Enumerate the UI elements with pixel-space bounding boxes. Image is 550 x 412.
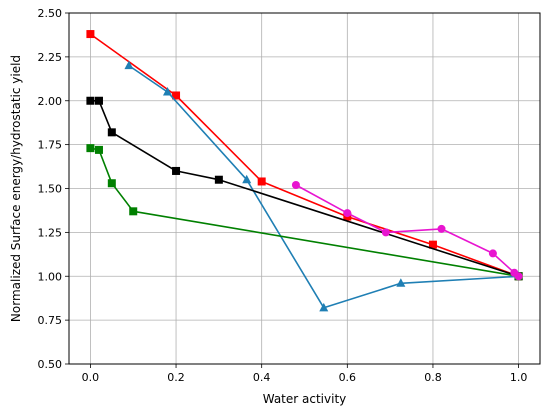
data-point bbox=[86, 144, 95, 153]
data-point bbox=[381, 228, 390, 237]
grid-lines bbox=[69, 12, 540, 365]
data-point bbox=[162, 86, 172, 96]
series-2 bbox=[124, 60, 524, 312]
x-tick-label: 0.0 bbox=[82, 371, 100, 384]
series-line bbox=[89, 33, 519, 278]
data-point bbox=[291, 180, 300, 189]
series-line bbox=[295, 184, 520, 277]
series-line bbox=[128, 64, 519, 309]
y-tick-label: 1.00 bbox=[38, 270, 63, 283]
y-tick-label: 2.50 bbox=[38, 7, 63, 20]
plot-series bbox=[86, 30, 524, 312]
data-point bbox=[94, 96, 103, 105]
data-point bbox=[172, 91, 181, 100]
data-point bbox=[488, 249, 497, 258]
y-tick-label: 2.00 bbox=[38, 95, 63, 108]
data-point bbox=[172, 166, 181, 175]
y-tick-label: 1.50 bbox=[38, 183, 63, 196]
x-tick-label: 1.0 bbox=[510, 371, 528, 384]
series-4 bbox=[86, 144, 523, 281]
data-point bbox=[319, 302, 329, 312]
y-tick-label: 2.25 bbox=[38, 51, 63, 64]
data-point bbox=[107, 179, 116, 188]
data-point bbox=[129, 207, 138, 216]
data-point bbox=[94, 145, 103, 154]
data-point bbox=[107, 128, 116, 137]
data-point bbox=[86, 30, 95, 39]
y-axis-label: Normalized Surface energy/hydrostatic yi… bbox=[9, 55, 23, 322]
x-tick-label: 0.2 bbox=[167, 371, 185, 384]
series-1 bbox=[86, 30, 523, 281]
x-tick-label: 0.6 bbox=[339, 371, 357, 384]
y-tick-label: 1.25 bbox=[38, 226, 63, 239]
series-5 bbox=[291, 180, 523, 281]
axis-ticks: 0.0 0.2 0.4 0.6 0.8 1.0 0.50 0.75 1.00 1.25 1.50 1.… bbox=[38, 7, 528, 384]
series-line bbox=[90, 147, 519, 278]
data-point bbox=[428, 240, 437, 249]
data-point bbox=[437, 224, 446, 233]
data-point bbox=[514, 272, 523, 281]
data-point bbox=[396, 278, 406, 287]
data-point bbox=[257, 177, 266, 186]
x-tick-label: 0.4 bbox=[253, 371, 271, 384]
y-tick-label: 0.75 bbox=[38, 314, 63, 327]
x-axis-label: Water activity bbox=[263, 392, 347, 406]
data-point bbox=[343, 209, 352, 218]
x-tick-label: 0.8 bbox=[424, 371, 442, 384]
data-point bbox=[86, 96, 95, 105]
y-tick-label: 1.75 bbox=[38, 139, 63, 152]
data-point bbox=[124, 60, 134, 70]
data-point bbox=[242, 174, 252, 184]
y-tick-label: 0.50 bbox=[38, 358, 63, 371]
data-point bbox=[214, 175, 223, 184]
